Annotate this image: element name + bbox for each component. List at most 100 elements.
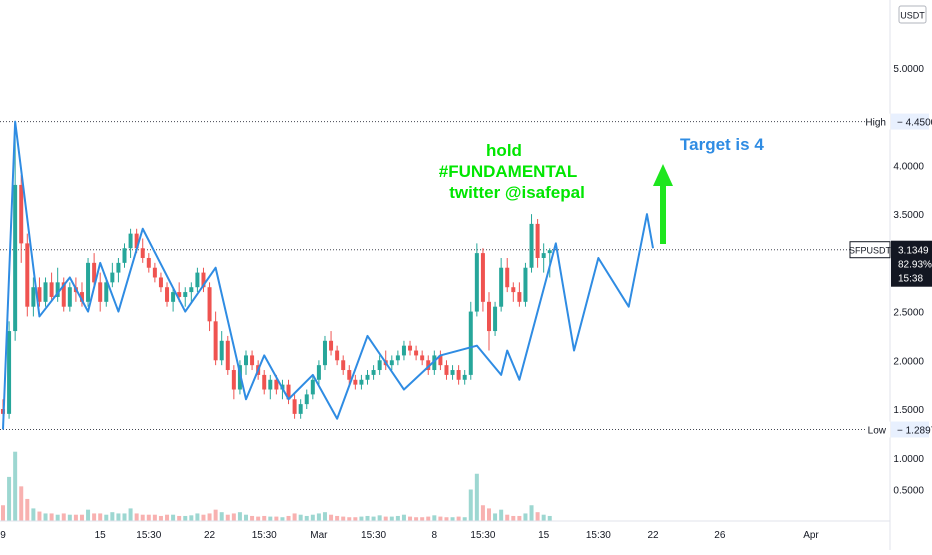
target-text: Target is 4 <box>680 135 764 154</box>
candle-body <box>499 267 504 307</box>
candle <box>395 350 400 366</box>
y-tick-label: 2.0000 <box>893 356 924 367</box>
high-low-lines <box>0 121 890 430</box>
candle-body <box>98 282 103 302</box>
candle <box>128 228 133 258</box>
candle-body <box>304 394 309 405</box>
volume-bar <box>110 512 115 521</box>
volume-bar <box>237 512 242 521</box>
candle-body <box>462 374 467 380</box>
candle-body <box>432 355 437 371</box>
candle-body <box>213 321 218 361</box>
candle <box>371 365 376 380</box>
candle <box>444 360 449 380</box>
candle <box>517 282 522 307</box>
candle <box>426 355 431 375</box>
candle-body <box>353 379 358 385</box>
candle-body <box>389 360 394 366</box>
current-price-label: SFPUSDT 3.1349 82.93% 15:38 <box>849 240 932 287</box>
volume-bar <box>152 514 157 521</box>
candle <box>523 262 528 307</box>
candle-body <box>19 184 24 244</box>
volume-bar <box>116 513 121 521</box>
volume-bar <box>31 508 36 521</box>
volume-bar <box>171 514 176 521</box>
volume-bar <box>505 514 510 521</box>
candle <box>31 277 36 317</box>
candle-body <box>195 272 200 288</box>
volume-bar <box>128 508 133 521</box>
candle <box>505 257 510 293</box>
price-axis: USDT <box>889 0 927 550</box>
volume-bar <box>335 515 340 521</box>
candle <box>462 370 467 385</box>
candle <box>225 335 230 375</box>
candle-body <box>250 355 255 366</box>
candle <box>61 277 66 312</box>
candle-body <box>61 282 66 307</box>
volume-bar <box>383 516 388 521</box>
hold-text: hold <box>486 141 522 160</box>
x-tick-label: 15:30 <box>361 530 386 541</box>
volume-bar <box>474 473 479 521</box>
candle <box>92 253 97 288</box>
candle <box>535 219 540 268</box>
candle-body <box>541 253 546 258</box>
x-tick-label: 15 <box>538 530 550 541</box>
volume-bar <box>67 514 72 521</box>
candle-body <box>140 248 145 258</box>
volume-bar <box>43 513 48 521</box>
volume-bar <box>395 515 400 521</box>
candle <box>201 267 206 293</box>
candle-body <box>79 292 84 302</box>
candle-body <box>335 350 340 361</box>
volume-bar <box>480 505 485 521</box>
candle-body <box>165 287 170 302</box>
candle-body <box>262 374 267 390</box>
candle-body <box>347 370 352 380</box>
candle-body <box>122 248 127 263</box>
candle-body <box>219 340 224 361</box>
candle <box>487 292 491 351</box>
price-change: 82.93% <box>898 260 932 271</box>
price-countdown: 15:38 <box>898 274 923 285</box>
candle-body <box>414 350 419 356</box>
candle-body <box>7 331 12 414</box>
candle-body <box>128 233 133 249</box>
price-value: 3.1349 <box>898 246 929 257</box>
candle <box>165 282 170 307</box>
candle <box>231 365 236 400</box>
candle <box>140 238 145 263</box>
candle <box>474 243 479 317</box>
low-label: Low − 1.2897 <box>865 421 932 438</box>
x-tick-label: 26 <box>714 530 726 541</box>
volume-bar <box>529 505 534 521</box>
candle <box>195 267 200 293</box>
candle-body <box>201 272 206 288</box>
volume-bar <box>541 514 546 521</box>
candle-body <box>231 370 236 390</box>
candle <box>468 301 473 380</box>
currency-button[interactable]: USDT <box>898 5 927 24</box>
volume-bar <box>371 516 376 521</box>
volume-bar <box>201 514 206 521</box>
x-tick-label: 8 <box>432 530 438 541</box>
y-tick-label: 5.0000 <box>893 64 924 75</box>
y-tick-label: 2.5000 <box>893 308 924 319</box>
volume-bar <box>341 516 346 521</box>
volume-bar <box>414 517 419 521</box>
volume-bar <box>462 517 467 521</box>
candle <box>335 345 340 366</box>
candle-body <box>225 340 230 371</box>
volume-bar <box>98 513 103 521</box>
volume-bar <box>499 509 504 521</box>
volume-bar <box>268 516 273 521</box>
currency-button-label: USDT <box>900 11 925 21</box>
candle-body <box>274 379 279 390</box>
candle-body <box>438 355 443 366</box>
volume-bar <box>189 515 194 521</box>
volume-bar <box>316 513 321 521</box>
volume-bar <box>377 515 382 521</box>
